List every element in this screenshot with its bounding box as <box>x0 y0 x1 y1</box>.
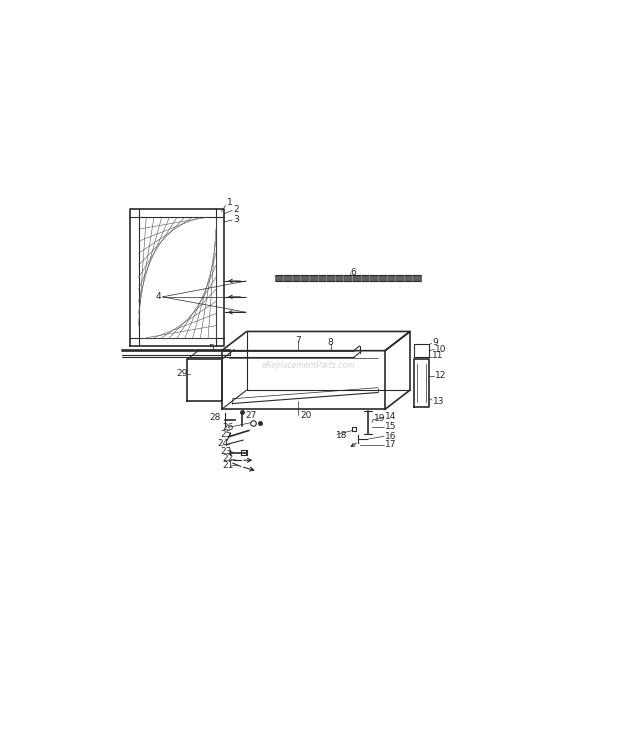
Text: 11: 11 <box>432 352 443 361</box>
Text: 25: 25 <box>220 430 232 439</box>
Text: 16: 16 <box>385 432 397 441</box>
Text: 7: 7 <box>295 335 301 344</box>
Text: 18: 18 <box>335 431 347 440</box>
Text: 8: 8 <box>328 338 334 347</box>
Text: 23: 23 <box>220 447 232 456</box>
Text: 20: 20 <box>300 411 312 420</box>
Text: 3: 3 <box>233 214 239 223</box>
Text: 24: 24 <box>218 439 229 448</box>
Text: 6: 6 <box>350 268 356 277</box>
Text: 28: 28 <box>210 413 221 422</box>
Text: 1: 1 <box>226 198 232 207</box>
Text: 14: 14 <box>385 412 396 421</box>
Text: 27: 27 <box>245 410 257 419</box>
Text: 17: 17 <box>385 440 397 450</box>
Text: 9: 9 <box>432 338 438 347</box>
Text: 13: 13 <box>433 397 445 406</box>
Text: 29: 29 <box>176 370 187 378</box>
Text: 26: 26 <box>223 423 234 432</box>
Text: 19: 19 <box>374 415 386 424</box>
Text: 21: 21 <box>223 461 234 470</box>
Text: 2: 2 <box>233 205 239 214</box>
Text: 15: 15 <box>385 422 397 431</box>
Text: 22: 22 <box>223 454 234 463</box>
Text: 5: 5 <box>208 344 214 352</box>
Text: 10: 10 <box>435 345 446 354</box>
Text: 4: 4 <box>156 292 161 301</box>
Text: eReplacementParts.com: eReplacementParts.com <box>262 361 355 370</box>
Text: 12: 12 <box>435 371 446 380</box>
Bar <box>275 275 421 281</box>
